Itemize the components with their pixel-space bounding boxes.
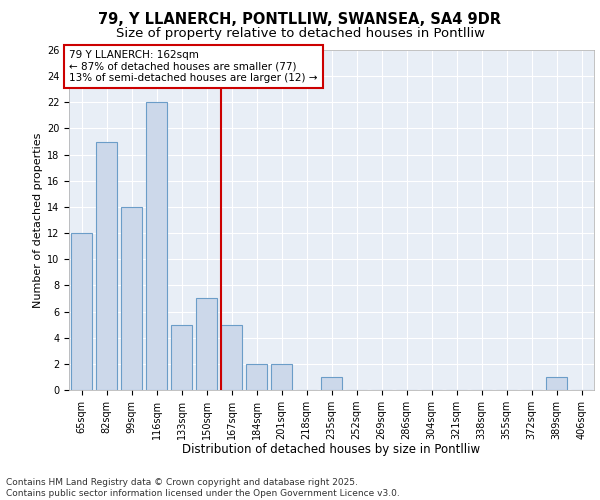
Bar <box>246 364 267 390</box>
Bar <box>321 377 342 390</box>
Bar <box>171 324 192 390</box>
Bar <box>271 364 292 390</box>
Y-axis label: Number of detached properties: Number of detached properties <box>32 132 43 308</box>
Bar <box>121 207 142 390</box>
Bar <box>546 377 567 390</box>
X-axis label: Distribution of detached houses by size in Pontlliw: Distribution of detached houses by size … <box>182 444 481 456</box>
Bar <box>196 298 217 390</box>
Bar <box>221 324 242 390</box>
Bar <box>146 102 167 390</box>
Bar <box>71 233 92 390</box>
Text: Contains HM Land Registry data © Crown copyright and database right 2025.
Contai: Contains HM Land Registry data © Crown c… <box>6 478 400 498</box>
Text: 79 Y LLANERCH: 162sqm
← 87% of detached houses are smaller (77)
13% of semi-deta: 79 Y LLANERCH: 162sqm ← 87% of detached … <box>69 50 317 83</box>
Bar <box>96 142 117 390</box>
Text: 79, Y LLANERCH, PONTLLIW, SWANSEA, SA4 9DR: 79, Y LLANERCH, PONTLLIW, SWANSEA, SA4 9… <box>98 12 502 28</box>
Text: Size of property relative to detached houses in Pontlliw: Size of property relative to detached ho… <box>115 28 485 40</box>
